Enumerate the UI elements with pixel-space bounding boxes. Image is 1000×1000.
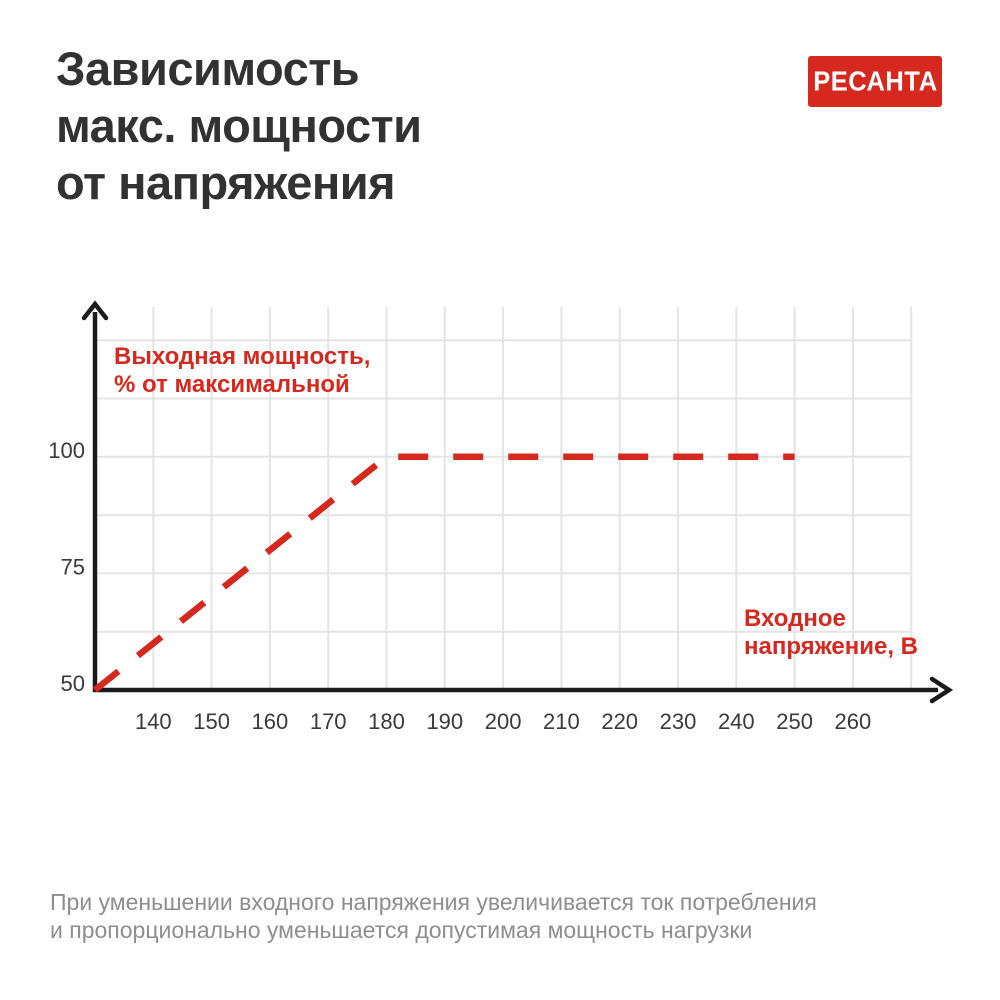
y-tick-label: 100 xyxy=(48,438,85,463)
series-line xyxy=(92,453,795,693)
brand-logo-text: РЕСАНТА xyxy=(812,64,938,98)
x-tick-label: 140 xyxy=(135,709,172,734)
x-tick-label: 230 xyxy=(660,709,697,734)
x-tick-label: 240 xyxy=(718,709,755,734)
x-tick-label: 220 xyxy=(601,709,638,734)
x-tick-label: 190 xyxy=(426,709,463,734)
x-axis-arrow-icon xyxy=(929,676,954,704)
footer-note: При уменьшении входного напряжения увели… xyxy=(50,889,817,943)
y-axis-title: Выходная мощность, % от максимальной xyxy=(114,343,371,398)
x-tick-label: 180 xyxy=(368,709,405,734)
x-tick-label: 210 xyxy=(543,709,580,734)
x-tick-label: 170 xyxy=(310,709,347,734)
y-tick-label: 75 xyxy=(61,554,85,579)
x-tick-label: 250 xyxy=(776,709,813,734)
y-tick-label: 50 xyxy=(61,671,85,696)
x-tick-label: 200 xyxy=(485,709,522,734)
x-tick-label: 150 xyxy=(193,709,230,734)
y-axis-arrow-icon xyxy=(81,300,109,321)
x-tick-label: 160 xyxy=(252,709,289,734)
x-tick-label: 260 xyxy=(835,709,872,734)
x-axis-title: Входное напряжение, В xyxy=(744,605,918,660)
page-title: Зависимость макс. мощности от напряжения xyxy=(56,42,422,209)
brand-logo: РЕСАНТА xyxy=(808,56,942,107)
